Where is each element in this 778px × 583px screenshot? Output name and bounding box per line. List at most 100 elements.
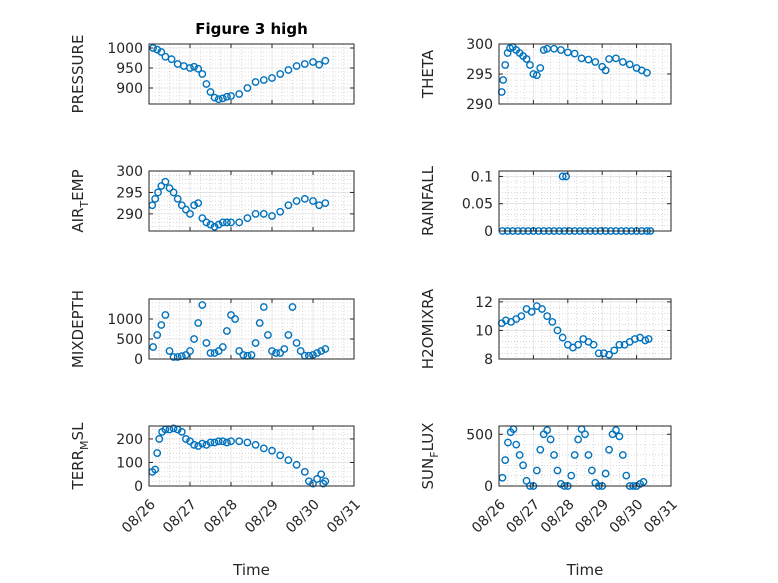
- data-point: [591, 58, 600, 66]
- data-point: [276, 70, 285, 78]
- data-point: [194, 319, 203, 327]
- y-tick-label: 300: [466, 37, 493, 53]
- data-point: [235, 347, 244, 355]
- data-point: [239, 351, 248, 359]
- data-point: [206, 220, 215, 229]
- data-point: [625, 60, 634, 69]
- data-point: [268, 212, 276, 220]
- y-tick-label: 12: [475, 295, 493, 311]
- data-point: [615, 432, 624, 441]
- y-tick-label: 500: [466, 427, 493, 443]
- data-point: [317, 347, 326, 355]
- y-axis-label: H2OMIXRA: [419, 288, 437, 369]
- data-point: [543, 312, 552, 321]
- data-point: [570, 49, 579, 58]
- data-point: [504, 438, 512, 447]
- y-tick-label: 200: [116, 432, 143, 448]
- data-point: [321, 199, 330, 208]
- data-point: [615, 340, 624, 349]
- subplot-theta: 290 295 300 THETA: [419, 37, 672, 113]
- data-point: [321, 477, 330, 486]
- data-point: [259, 444, 268, 453]
- data-point: [218, 218, 227, 227]
- data-point: [243, 84, 252, 92]
- data-point: [309, 197, 317, 205]
- y-tick-label: 0.1: [471, 169, 493, 185]
- y-axis-label: MIXDEPTH: [69, 290, 87, 368]
- data-point: [567, 471, 576, 480]
- data-point: [581, 430, 589, 439]
- data-point: [280, 345, 289, 353]
- subplot-pressure: 900 950 1000 PRESSURE Figure 3 high: [69, 20, 355, 113]
- data-point: [214, 220, 223, 229]
- y-tick-label: 100: [116, 455, 143, 471]
- data-point: [536, 64, 545, 72]
- data-point: [587, 466, 596, 475]
- data-point: [268, 446, 276, 455]
- data-point: [546, 435, 555, 444]
- data-point: [550, 451, 558, 459]
- y-tick-label: 1000: [107, 41, 143, 57]
- data-point: [259, 209, 268, 218]
- data-point: [519, 461, 527, 470]
- y-axis-label: RAINFALL: [419, 165, 437, 236]
- data-point: [173, 194, 182, 203]
- y-tick-label: 300: [116, 164, 143, 180]
- data-point: [601, 469, 610, 478]
- y-tick-label: 0: [134, 352, 143, 368]
- data-point: [315, 60, 324, 69]
- x-tick-label: 08/28: [538, 497, 578, 537]
- data-point: [584, 451, 593, 459]
- data-point: [532, 466, 541, 475]
- data-point: [154, 188, 162, 197]
- x-tick-label: 08/30: [283, 497, 323, 537]
- data-point: [214, 437, 223, 446]
- series-markers: [149, 301, 330, 361]
- data-point: [532, 71, 541, 80]
- data-point: [268, 74, 276, 82]
- data-point: [210, 349, 219, 357]
- data-point: [584, 55, 593, 64]
- data-point: [321, 345, 330, 353]
- data-point: [251, 78, 260, 86]
- data-point: [300, 194, 309, 203]
- data-point: [251, 339, 260, 347]
- data-point: [296, 347, 305, 355]
- x-tick-label: 08/27: [160, 497, 200, 537]
- data-point: [222, 218, 231, 227]
- data-point: [198, 214, 207, 223]
- data-point: [157, 182, 166, 190]
- x-tick-label: 08/29: [242, 497, 282, 537]
- data-point: [202, 218, 211, 227]
- y-tick-label: 295: [116, 185, 143, 201]
- y-tick-label: 295: [466, 67, 493, 83]
- data-point: [206, 349, 215, 357]
- y-tick-label: 950: [116, 61, 143, 77]
- data-point: [186, 64, 194, 72]
- data-point: [309, 58, 317, 66]
- data-point: [618, 58, 627, 66]
- data-point: [292, 197, 301, 205]
- axes-frame: [498, 170, 672, 232]
- data-point: [313, 349, 321, 357]
- data-point: [161, 311, 170, 319]
- data-point: [515, 451, 524, 459]
- y-axis-label: SUNFLUX: [419, 423, 441, 490]
- data-point: [600, 349, 608, 358]
- y-tick-label: 0: [484, 479, 493, 495]
- data-point: [153, 331, 162, 339]
- axes-frame: [498, 298, 672, 360]
- y-tick-label: 0: [134, 479, 143, 495]
- x-tick-label: 08/31: [324, 497, 364, 537]
- data-point: [259, 76, 268, 84]
- data-point: [190, 62, 199, 71]
- data-point: [574, 340, 583, 349]
- data-point: [206, 438, 215, 447]
- data-point: [181, 435, 190, 443]
- data-point: [214, 95, 223, 104]
- data-point: [227, 218, 235, 227]
- x-tick-label: 08/29: [572, 497, 612, 537]
- data-point: [558, 172, 567, 181]
- axes-frame: [148, 170, 355, 232]
